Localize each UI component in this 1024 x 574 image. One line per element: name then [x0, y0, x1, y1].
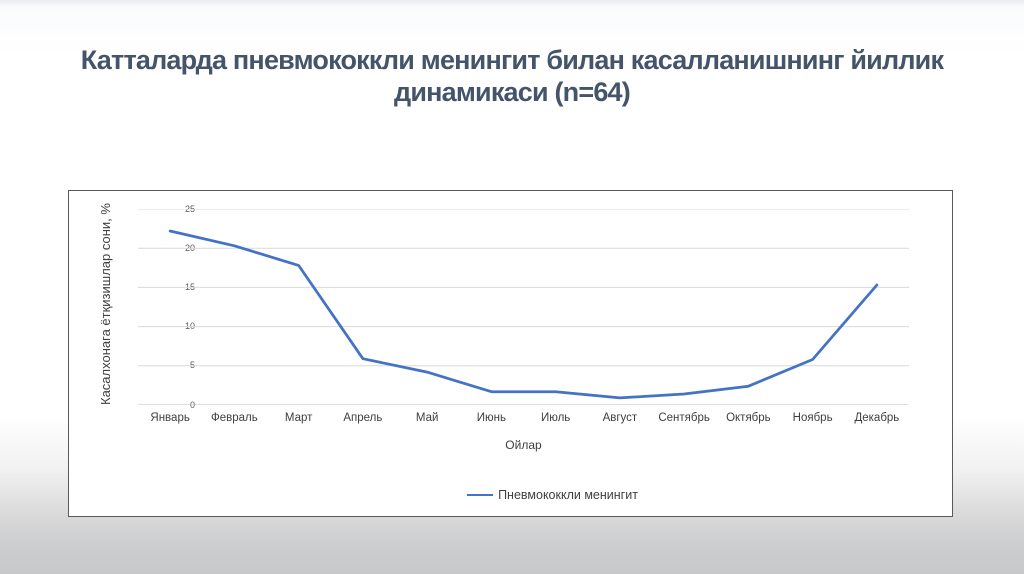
y-tick-label: 5 [189, 360, 195, 371]
legend-series-label: Пневмококкли менингит [498, 488, 638, 502]
x-axis-title: Ойлар [505, 438, 542, 452]
legend-line-marker-icon [467, 493, 494, 497]
line-chart: Касалхонага ётқизишлар сони, % 0 5 10 15 20 2… [68, 190, 953, 517]
x-tick-label: Август [602, 412, 638, 424]
series-line [168, 229, 879, 400]
x-tick-label: Январь [150, 412, 190, 424]
x-tick-label: Апрель [343, 412, 383, 424]
x-tick-label: Ноябрь [792, 412, 833, 424]
x-tick-label: Октябрь [726, 412, 771, 424]
y-tick-label: 15 [184, 281, 195, 292]
x-tick-label: Февраль [211, 412, 258, 424]
x-tick-label: Декабрь [854, 412, 900, 424]
x-tick-label: Июнь [476, 412, 506, 424]
slide-title-line1: Катталарда пневмококкли менингит билан к… [80, 45, 944, 75]
x-axis-tick-labels: Январь Февраль Март Апрель Май Июнь Июль Август… [138, 412, 909, 424]
slide-title: Катталарда пневмококкли менингит билан к… [40, 44, 984, 108]
slide-title-line2: динамикаси (n=64) [394, 77, 631, 107]
plot-area [138, 209, 909, 405]
y-tick-label: 20 [184, 242, 195, 253]
x-tick-label: Июль [540, 412, 571, 424]
y-tick-label: 10 [184, 321, 195, 332]
legend-entry: Пневмококкли менингит [467, 488, 638, 502]
chart-legend: Пневмококкли менингит [69, 488, 952, 502]
x-tick-label: Март [284, 412, 313, 424]
y-axis-title: Касалхонага ётқизишлар сони, % [98, 203, 113, 405]
x-tick-label: Май [415, 412, 439, 424]
x-tick-label: Сентябрь [658, 412, 710, 424]
